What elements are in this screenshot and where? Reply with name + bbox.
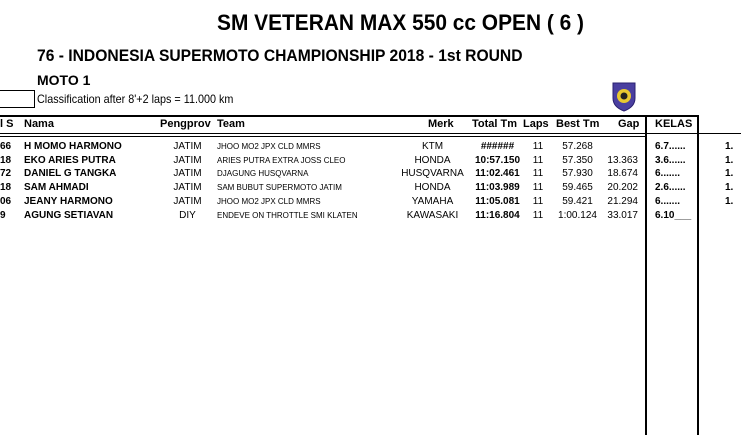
classification-info: Classification after 8'+2 laps = 11.000 … (37, 92, 234, 106)
cell-nama: DANIEL G TANGKA (24, 168, 117, 179)
cell-total: 11:05.081 (475, 196, 520, 207)
cell-team: DJAGUNG HUSQVARNA (217, 169, 309, 178)
cell-team: ENDEVE ON THROTTLE SMI KLATEN (217, 211, 358, 220)
cell-gap: 21.294 (607, 196, 638, 207)
cell-best: 59.421 (562, 196, 593, 207)
cell-best: 57.268 (562, 141, 593, 152)
cell-gap: 18.674 (607, 168, 638, 179)
col-merk: Merk (428, 118, 454, 130)
cell-pengprov: JATIM (173, 141, 202, 152)
col-team: Team (217, 118, 245, 130)
cell-total: 10:57.150 (474, 155, 521, 166)
cell-pos: 1. (725, 155, 734, 166)
cell-merk: HONDA (414, 182, 451, 193)
cell-merk: HUSQVARNA (401, 168, 464, 179)
cell-nama: SAM AHMADI (24, 182, 89, 193)
cell-team: ARIES PUTRA EXTRA JOSS CLEO (217, 156, 346, 165)
cell-no: 72 (0, 168, 12, 179)
cell-merk: HONDA (414, 155, 451, 166)
col-pengprov: Pengprov (160, 118, 211, 130)
cell-pos: 1. (725, 196, 734, 207)
col-best: Best Tm (556, 118, 600, 130)
cell-total: ###### (480, 141, 515, 152)
cell-nama: EKO ARIES PUTRA (24, 155, 116, 166)
cell-total: 11:03.989 (475, 182, 520, 193)
cell-team: JHOO MO2 JPX CLD MMRS (217, 197, 321, 206)
cell-laps: 11 (532, 141, 544, 152)
cell-kelas: 6.7...... (655, 141, 686, 152)
cell-total: 11:16.804 (475, 210, 520, 221)
col-gap: Gap (618, 118, 640, 130)
cell-gap: 20.202 (607, 182, 638, 193)
table-row: 72 DANIEL G TANGKA JATIM DJAGUNG HUSQVARNA H… (0, 168, 741, 182)
col-kelas: KELAS (655, 118, 693, 130)
cell-pengprov: JATIM (173, 168, 202, 179)
cell-gap: 33.017 (607, 210, 638, 221)
cell-laps: 11 (532, 182, 544, 193)
cell-no: 18 (0, 155, 12, 166)
cell-pos: 1. (725, 141, 734, 152)
page-title: SM VETERAN MAX 550 cc OPEN ( 6 ) (217, 10, 585, 35)
cell-no: 18 (0, 182, 12, 193)
col-total: Total Tm (472, 118, 518, 130)
cell-merk: KAWASAKI (406, 210, 459, 221)
cell-pos: 1. (725, 168, 734, 179)
cell-kelas: 3.6...... (655, 155, 686, 166)
cell-kelas: 6....... (655, 196, 681, 207)
cell-pos: 1. (725, 182, 734, 193)
cell-team: JHOO MO2 JPX CLD MMRS (217, 142, 321, 151)
table-row: 66 H MOMO HARMONO JATIM JHOO MO2 JPX CLD MM… (0, 141, 741, 155)
cell-kelas: 6....... (655, 168, 681, 179)
cell-kelas: 2.6...... (655, 182, 686, 193)
cell-pengprov: DIY (179, 210, 196, 221)
col-laps: Laps (523, 118, 549, 130)
cell-no: 9 (0, 210, 6, 221)
cell-pengprov: JATIM (173, 196, 202, 207)
cell-laps: 11 (532, 168, 544, 179)
cell-best: 1:00.124 (558, 210, 597, 221)
cell-nama: AGUNG SETIAVAN (24, 210, 114, 221)
table-row: 06 JEANY HARMONO JATIM JHOO MO2 JPX CLD MMR… (0, 196, 741, 210)
cell-nama: H MOMO HARMONO (24, 141, 122, 152)
cell-pengprov: JATIM (173, 155, 202, 166)
cell-total: 11:02.461 (475, 168, 520, 179)
table-row: 18 SAM AHMADI JATIM SAM BUBUT SUPERMOTO JAT… (0, 182, 741, 196)
col-nama: Nama (24, 118, 54, 130)
cell-gap: 13.363 (607, 155, 638, 166)
cell-laps: 11 (532, 155, 544, 166)
cell-best: 57.930 (562, 168, 593, 179)
cell-merk: KTM (421, 141, 444, 152)
table-row: 18 EKO ARIES PUTRA JATIM ARIES PUTRA EXTRA … (0, 155, 741, 169)
session-title: MOTO 1 (37, 72, 91, 88)
event-title: 76 - INDONESIA SUPERMOTO CHAMPIONSHIP 20… (37, 46, 523, 65)
cell-no: 06 (0, 196, 12, 207)
table-row: 9 AGUNG SETIAVAN DIY ENDEVE ON THROTTLE SMI… (0, 210, 741, 224)
cell-team: SAM BUBUT SUPERMOTO JATIM (217, 183, 342, 192)
cell-best: 57.350 (562, 155, 593, 166)
cell-laps: 11 (532, 196, 544, 207)
col-no: l S (0, 118, 14, 130)
cell-no: 66 (0, 141, 12, 152)
cell-best: 59.465 (562, 182, 593, 193)
championship-logo-icon (612, 82, 636, 112)
cell-pengprov: JATIM (173, 182, 202, 193)
cell-nama: JEANY HARMONO (24, 196, 113, 207)
cell-merk: YAMAHA (411, 196, 454, 207)
cell-kelas: 6.10___ (655, 210, 692, 221)
empty-cell (0, 90, 35, 108)
cell-laps: 11 (532, 210, 544, 221)
